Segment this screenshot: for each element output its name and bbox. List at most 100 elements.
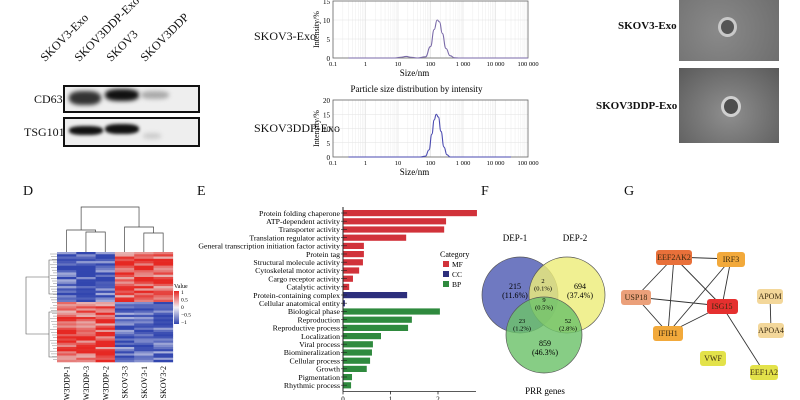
heatmap-cell [114,261,135,264]
category-label: Reproductive process [273,324,340,333]
bar [343,374,353,381]
exosome-vesicle [721,96,741,117]
heatmap-cell [95,263,116,266]
heatmap-cell [114,279,135,282]
category-label: Cellular anatomical entity [259,299,340,308]
legend-colorbar [174,291,179,324]
heatmap-cell [134,351,154,354]
x-tick-label: 0.1 [329,61,337,68]
tem-sample-label: SKOV3DDP-Exo [596,100,678,112]
heatmap-cell [95,338,116,341]
heatmap-cell [134,295,154,298]
heatmap-cell [57,263,77,266]
heatmap-cell [153,302,174,305]
x-tick-label: 0.1 [329,160,337,167]
heatmap-cell [134,359,154,363]
y-tick-label: 15 [323,0,331,6]
heatmap-cell [76,340,96,344]
y-tick-label: 20 [323,97,331,105]
heatmap-cell [114,288,135,291]
heatmap-cell [57,267,77,271]
heatmap-cell [95,304,116,307]
heatmap-cell [134,327,154,331]
heatmap-cell [95,327,116,331]
heatmap-cell [134,336,154,339]
venn-region-count: 694 [574,282,586,291]
heatmap-cell [114,256,135,260]
heatmap-cell [76,323,96,326]
heatmap-column-label: SKOV3-2 [159,366,168,398]
heatmap-cell [57,342,77,346]
heatmap-cell [76,279,96,282]
panel-letter-d: D [23,184,34,199]
heatmap-cell [153,340,174,344]
heatmap-cell [57,340,77,344]
heatmap-cell [134,283,154,287]
heatmap-cell [57,329,77,333]
heatmap-cell [95,270,116,273]
heatmap-cell [57,323,77,326]
y-tick-label: 5 [327,140,331,148]
network-node-usp18: USP18 [621,289,651,305]
heatmap-cell [57,353,77,356]
category-label: Protein tag [306,250,340,259]
heatmap-cell [57,299,77,303]
heatmap-cell [76,357,96,361]
heatmap-cell [153,283,174,287]
heatmap-cell [76,327,96,331]
x-tick-label: 100 000 [517,160,538,167]
bar [343,259,363,266]
heatmap-cell [95,344,116,348]
bar [343,251,364,258]
heatmap-cell [57,265,77,269]
heatmap-cell [57,261,77,264]
heatmap-cell [114,274,135,278]
heatmap-cell [95,340,116,344]
heatmap-cell [114,306,135,309]
heatmap-cell [134,340,154,344]
network-edge [667,258,732,334]
band [105,124,139,134]
heatmap-cell [153,277,174,280]
heatmap-cell [153,281,174,285]
tsg101-blot [63,117,200,147]
heatmap-cell [57,272,77,276]
heatmap-cell [57,256,77,260]
heatmap-cell [76,295,96,298]
heatmap-cell [153,256,174,260]
heatmap-cell [76,263,96,266]
tem-image-skov3ddp-exo [679,68,779,143]
legend-tick: −0.5 [181,313,191,319]
x-tick-label: 10 000 [487,61,505,68]
heatmap-cell [57,319,77,322]
heatmap-cell [95,256,116,260]
x-tick-label: 10 000 [487,160,505,167]
heatmap-cell [57,304,77,307]
heatmap-cell [76,334,96,337]
heatmap-cell [95,321,116,324]
heatmap-cell [134,267,154,271]
heatmap-cell [114,295,135,298]
heatmap-cell [57,347,77,350]
bar [343,341,373,348]
heatmap-cell [76,349,96,352]
heatmap-cell [153,279,174,282]
distribution-line [348,19,528,59]
heatmap-cell [153,323,174,326]
heatmap-cell [76,270,96,273]
legend-title: Value [174,284,188,290]
heatmap-cell [153,338,174,341]
heatmap-cell [134,252,154,255]
x-tick-label: 10 [395,61,402,68]
x-tick-label: 100 [426,160,436,167]
heatmap-column-label: W3DDP-2 [101,366,110,400]
heatmap-cell [134,325,154,329]
dls-chart-skov3-exo: 0 5 10 15 0.1 1 10 100 1 000 10 000 100 000 Size/nm… [312,0,539,78]
heatmap-cell [95,297,116,301]
heatmap-cell [76,325,96,329]
legend-tick: −1 [181,320,187,326]
heatmap-cell [114,308,135,311]
heatmap-cell [153,347,174,350]
category-label: Transporter activity [279,225,341,234]
